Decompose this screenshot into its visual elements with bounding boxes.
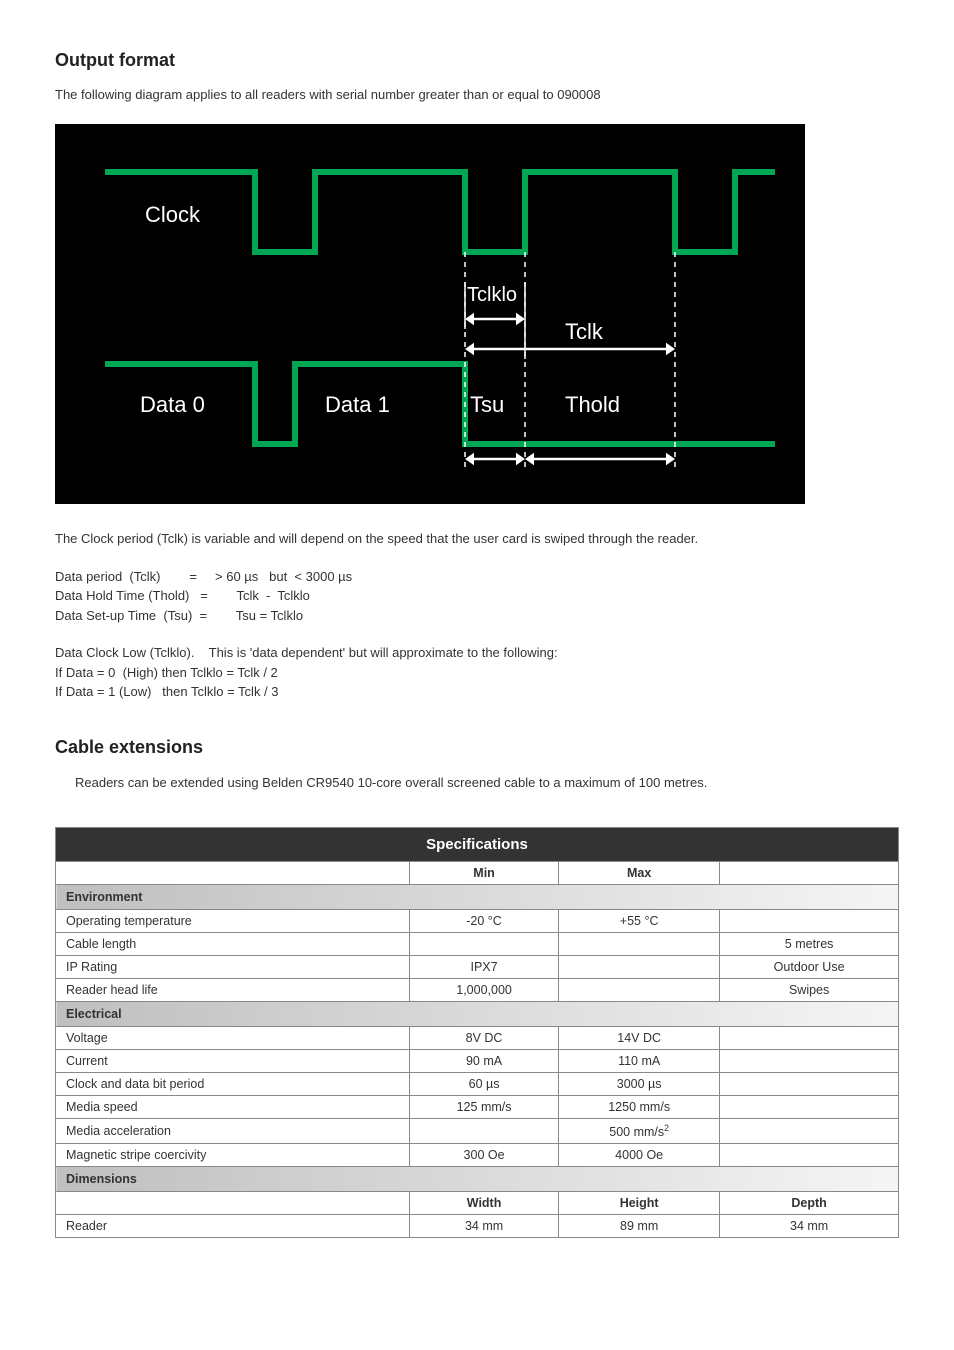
diagram-label-data1: Data 1 (325, 392, 390, 418)
timing-diagram-svg (55, 124, 805, 504)
diagram-label-tclk: Tclk (565, 319, 603, 345)
heading-cable-extensions: Cable extensions (55, 737, 899, 758)
tclklo-notes: Data Clock Low (Tclklo). This is 'data d… (55, 643, 899, 702)
post-diagram-text: The Clock period (Tclk) is variable and … (55, 529, 899, 549)
spec-section-electrical: Electrical (56, 1002, 899, 1027)
spec-section-dimensions: Dimensions (56, 1167, 899, 1192)
intro-text: The following diagram applies to all rea… (55, 86, 899, 104)
diagram-label-tsu: Tsu (470, 392, 504, 418)
spec-section-environment: Environment (56, 885, 899, 910)
timing-definitions: Data period (Tclk) = > 60 µs but < 3000 … (55, 567, 899, 626)
diagram-label-clock: Clock (145, 202, 200, 228)
diagram-label-tclklo: Tclklo (467, 284, 517, 307)
heading-output-format: Output format (55, 50, 899, 71)
diagram-label-data0: Data 0 (140, 392, 205, 418)
timing-diagram: Clock Data 0 Data 1 Tclklo Tclk Tsu Thol… (55, 124, 805, 504)
specifications-table: Specifications MinMaxEnvironmentOperatin… (55, 827, 899, 1238)
spec-title: Specifications (56, 828, 899, 862)
diagram-label-thold: Thold (565, 392, 620, 418)
cable-extensions-text: Readers can be extended using Belden CR9… (55, 773, 899, 793)
